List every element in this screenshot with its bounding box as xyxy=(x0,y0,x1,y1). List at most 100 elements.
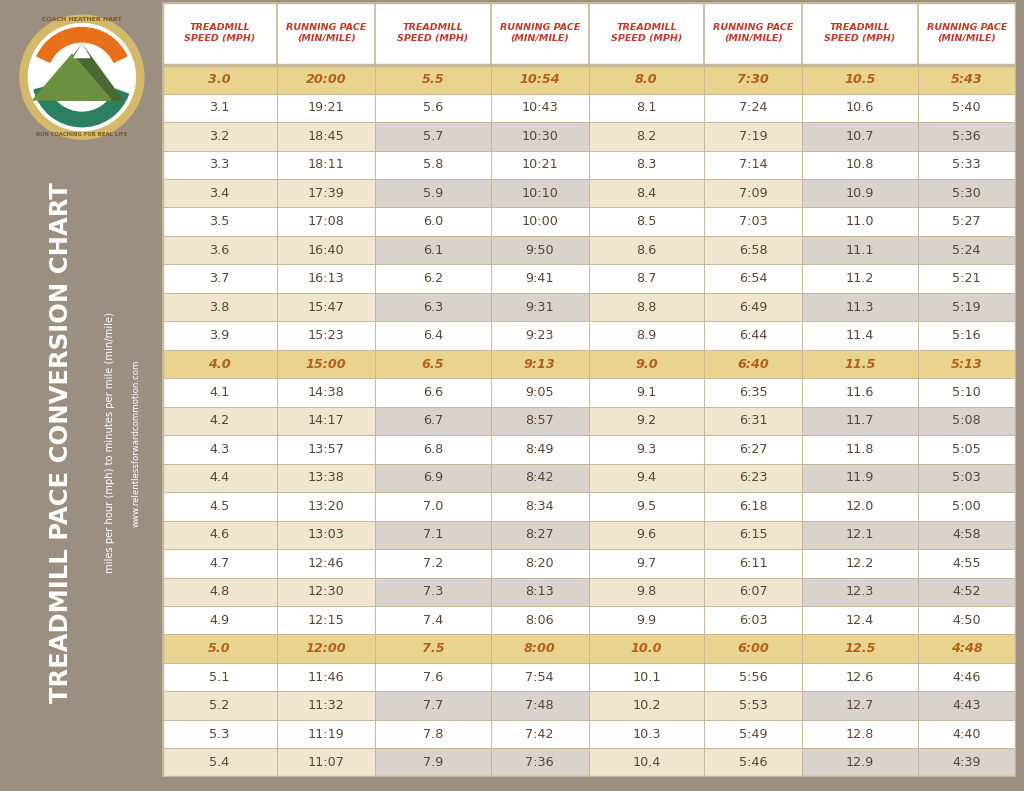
Text: 7.6: 7.6 xyxy=(423,671,443,683)
Text: TREADMILL
SPEED (MPH): TREADMILL SPEED (MPH) xyxy=(824,23,896,44)
Bar xyxy=(589,464,705,492)
Polygon shape xyxy=(74,44,90,58)
Bar xyxy=(278,691,375,720)
Bar xyxy=(278,577,375,606)
Text: 9:50: 9:50 xyxy=(525,244,554,256)
Text: 5:21: 5:21 xyxy=(952,272,981,285)
Text: 17:08: 17:08 xyxy=(308,215,345,228)
Bar xyxy=(803,492,918,520)
Bar xyxy=(375,748,490,777)
Wedge shape xyxy=(34,86,129,127)
Bar xyxy=(589,492,705,520)
Circle shape xyxy=(29,24,135,131)
Bar xyxy=(162,93,278,122)
Bar xyxy=(705,378,803,407)
Bar xyxy=(589,691,705,720)
Text: 8.5: 8.5 xyxy=(636,215,656,228)
Bar xyxy=(705,207,803,236)
Text: 10:43: 10:43 xyxy=(521,101,558,115)
Text: 6.3: 6.3 xyxy=(423,301,443,313)
Text: 12.3: 12.3 xyxy=(846,585,874,598)
Bar xyxy=(490,350,589,378)
Text: 12.7: 12.7 xyxy=(846,699,874,712)
Text: 10:30: 10:30 xyxy=(521,130,558,143)
Bar xyxy=(375,350,490,378)
Text: 5:03: 5:03 xyxy=(952,471,981,484)
Bar xyxy=(918,748,1016,777)
Bar xyxy=(589,207,705,236)
Bar xyxy=(162,150,278,179)
Text: 7:36: 7:36 xyxy=(525,756,554,769)
Text: 8.3: 8.3 xyxy=(636,158,656,172)
Text: 5.0: 5.0 xyxy=(208,642,230,655)
Text: 5.2: 5.2 xyxy=(209,699,229,712)
Bar xyxy=(375,492,490,520)
Text: 5:36: 5:36 xyxy=(952,130,981,143)
Bar xyxy=(918,663,1016,691)
Text: 6.2: 6.2 xyxy=(423,272,443,285)
Text: 8.9: 8.9 xyxy=(636,329,656,342)
Text: 12:00: 12:00 xyxy=(306,642,346,655)
Bar xyxy=(162,663,278,691)
Bar xyxy=(705,520,803,549)
Bar xyxy=(803,634,918,663)
Bar xyxy=(705,464,803,492)
Bar xyxy=(803,264,918,293)
Text: 7.5: 7.5 xyxy=(422,642,444,655)
Text: 6:11: 6:11 xyxy=(739,557,768,570)
Text: 4:46: 4:46 xyxy=(952,671,981,683)
Bar xyxy=(162,179,278,207)
Text: 3.3: 3.3 xyxy=(209,158,229,172)
Bar xyxy=(375,407,490,435)
Text: 6:15: 6:15 xyxy=(739,528,768,541)
Text: 5:27: 5:27 xyxy=(952,215,981,228)
Bar xyxy=(278,720,375,748)
Bar xyxy=(490,321,589,350)
Text: 3.4: 3.4 xyxy=(209,187,229,200)
Bar xyxy=(490,492,589,520)
Bar xyxy=(490,93,589,122)
Text: 8:13: 8:13 xyxy=(525,585,554,598)
Bar xyxy=(705,663,803,691)
Bar xyxy=(705,606,803,634)
Text: 5:08: 5:08 xyxy=(952,414,981,427)
Text: 12.2: 12.2 xyxy=(846,557,874,570)
Bar xyxy=(162,520,278,549)
Text: 8:00: 8:00 xyxy=(524,642,556,655)
Text: 6.0: 6.0 xyxy=(423,215,443,228)
Text: 4.4: 4.4 xyxy=(209,471,229,484)
Bar xyxy=(490,435,589,464)
Text: 8:20: 8:20 xyxy=(525,557,554,570)
Text: 4:52: 4:52 xyxy=(952,585,981,598)
Bar xyxy=(278,122,375,150)
Bar xyxy=(490,65,589,93)
Bar xyxy=(589,606,705,634)
Text: 9.0: 9.0 xyxy=(635,358,657,370)
Bar xyxy=(918,122,1016,150)
Bar xyxy=(705,435,803,464)
Text: 6:40: 6:40 xyxy=(737,358,769,370)
Text: 9:23: 9:23 xyxy=(525,329,554,342)
Text: 3.6: 3.6 xyxy=(209,244,229,256)
Bar xyxy=(803,207,918,236)
Text: 8:49: 8:49 xyxy=(525,443,554,456)
Text: 9:41: 9:41 xyxy=(525,272,554,285)
Text: 11.3: 11.3 xyxy=(846,301,874,313)
Circle shape xyxy=(19,15,144,139)
Bar xyxy=(918,520,1016,549)
Text: 5.3: 5.3 xyxy=(209,728,229,740)
Bar xyxy=(918,2,1016,65)
Bar xyxy=(278,435,375,464)
Text: 12.1: 12.1 xyxy=(846,528,874,541)
Bar xyxy=(803,663,918,691)
Bar xyxy=(162,634,278,663)
Text: 5:56: 5:56 xyxy=(739,671,768,683)
Bar xyxy=(375,435,490,464)
Bar xyxy=(803,435,918,464)
Bar xyxy=(375,606,490,634)
Text: 6:49: 6:49 xyxy=(739,301,767,313)
Polygon shape xyxy=(41,44,123,100)
Text: 6.5: 6.5 xyxy=(422,358,444,370)
Text: 10.3: 10.3 xyxy=(632,728,660,740)
Bar xyxy=(490,691,589,720)
